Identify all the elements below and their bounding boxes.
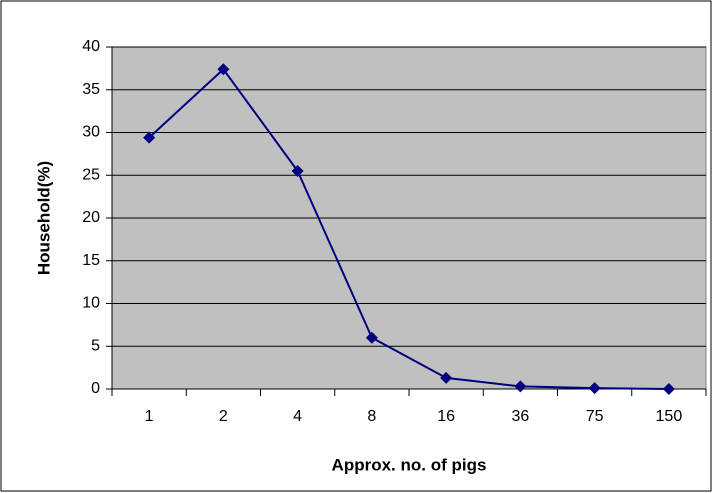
y-tick-label: 35 xyxy=(82,81,100,98)
x-tick-label: 2 xyxy=(219,408,228,425)
y-tick-label: 20 xyxy=(82,209,100,226)
x-tick-label: 8 xyxy=(367,408,376,425)
y-tick-label: 0 xyxy=(91,380,100,397)
data-point xyxy=(440,371,453,384)
x-tick-label: 150 xyxy=(656,408,683,425)
data-point xyxy=(143,131,156,144)
x-tick-label: 16 xyxy=(437,408,455,425)
data-point xyxy=(217,63,230,76)
data-point xyxy=(291,164,304,177)
y-tick-label: 30 xyxy=(82,124,100,141)
y-axis-label: Household(%) xyxy=(34,161,53,275)
data-point xyxy=(588,382,601,395)
x-tick-label: 36 xyxy=(511,408,529,425)
y-tick-label: 15 xyxy=(82,252,100,269)
data-point xyxy=(365,331,378,344)
data-line xyxy=(148,67,669,390)
x-axis-label: Approx. no. of pigs xyxy=(332,455,487,474)
y-tick-label: 5 xyxy=(91,337,100,354)
x-tick-label: 75 xyxy=(586,408,604,425)
data-point xyxy=(514,380,527,393)
y-tick-label: 25 xyxy=(82,166,100,183)
x-tick-label: 4 xyxy=(293,408,302,425)
data-point xyxy=(662,383,675,395)
y-tick-label: 10 xyxy=(82,295,100,312)
x-tick-label: 1 xyxy=(145,408,154,425)
y-tick-label: 40 xyxy=(82,38,100,55)
